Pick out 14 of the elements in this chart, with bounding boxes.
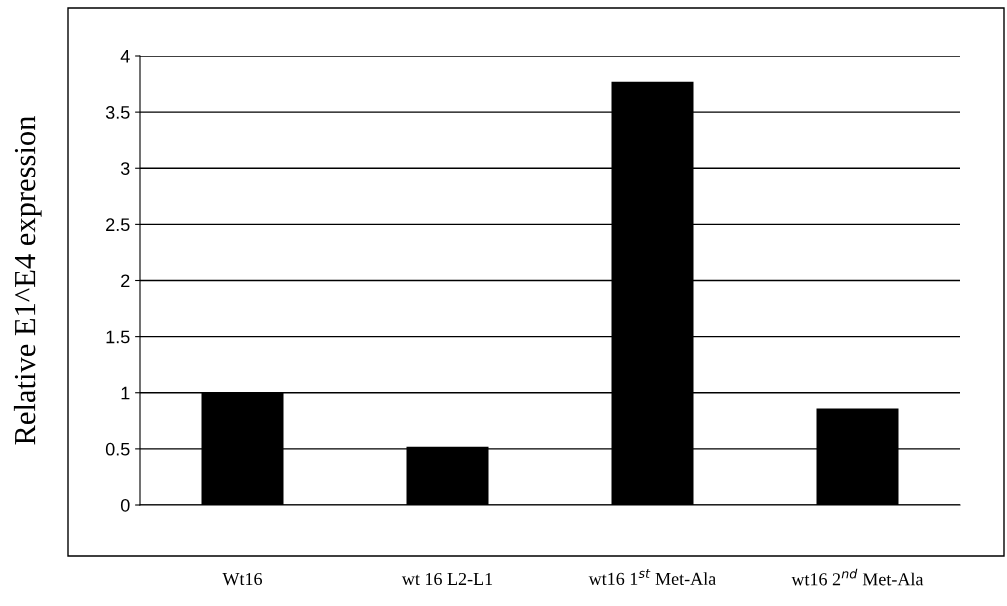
x-tick-label: wt16 1$^{st}$ Met-Ala	[588, 568, 716, 585]
y-tick-label: 1.5	[106, 330, 130, 344]
y-tick-label: 2.5	[106, 218, 130, 232]
y-axis-title: Relative E1^E4 expression	[13, 115, 42, 445]
y-tick-label: 3.5	[105, 106, 130, 119]
y-tick-label: 4	[120, 50, 130, 63]
y-tick-label: 1	[121, 386, 130, 400]
y-tick-label: 0.5	[105, 442, 130, 456]
x-tick-label: Wt16	[222, 572, 263, 586]
x-tick-label: wt16 2$^{nd}$ Met-Ala	[791, 568, 924, 586]
x-tick-label: wt 16 L2-L1	[401, 572, 493, 586]
y-tick-label: 2	[121, 274, 130, 288]
y-tick-label: 0	[120, 498, 130, 512]
y-tick-label: 3	[120, 162, 130, 175]
